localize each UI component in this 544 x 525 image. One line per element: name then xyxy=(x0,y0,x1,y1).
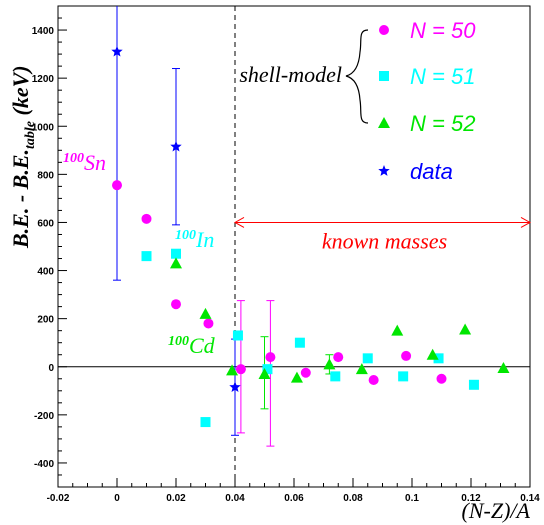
y-tick-label: 600 xyxy=(37,218,54,229)
x-tick-label: 0.02 xyxy=(166,493,186,504)
point-n-50 xyxy=(141,213,152,224)
point-n-51 xyxy=(200,417,211,428)
point-n-50 xyxy=(368,374,379,385)
y-axis-title: B.E. - B.E.table (keV) xyxy=(8,65,38,249)
x-tick-label: 0.04 xyxy=(225,493,245,504)
point-n-50 xyxy=(436,373,447,384)
point-n-52 xyxy=(170,257,182,269)
point-n-52 xyxy=(199,307,212,319)
point-n-51 xyxy=(141,251,152,262)
x-tick-label: 0.1 xyxy=(405,493,419,504)
legend: N = 50 N = 51 N = 52 data shell-model xyxy=(239,18,476,184)
y-tick-label: 800 xyxy=(37,170,54,181)
point-n-52 xyxy=(426,348,439,360)
point-data xyxy=(111,45,123,57)
point-n-51 xyxy=(468,379,479,390)
point-n-52 xyxy=(391,324,404,336)
point-n-50 xyxy=(171,299,181,310)
point-data xyxy=(170,140,182,152)
point-n-50 xyxy=(265,352,276,363)
point-n-50 xyxy=(112,180,122,191)
y-tick-label: -200 xyxy=(34,411,54,422)
arrow-head-right xyxy=(520,217,532,228)
point-n-51 xyxy=(232,330,243,341)
y-tick-label: 400 xyxy=(37,267,54,278)
point-n-50 xyxy=(235,364,246,375)
point-n-52 xyxy=(290,371,303,383)
arrow-head-left xyxy=(233,217,245,228)
legend-marker xyxy=(378,165,390,176)
point-data xyxy=(229,381,241,392)
point-n-52 xyxy=(258,367,271,379)
point-n-52 xyxy=(497,361,510,373)
x-tick-label: -0.02 xyxy=(47,493,70,504)
point-n-51 xyxy=(433,353,444,364)
x-tick-label: 0.12 xyxy=(461,493,481,504)
annotations: 100Sn 100In 100Cd known masses xyxy=(63,150,532,358)
point-n-52 xyxy=(323,358,336,370)
legend-marker xyxy=(379,25,389,35)
point-n-51 xyxy=(330,371,341,382)
legend-label: N = 51 xyxy=(410,64,475,89)
legend-label: data xyxy=(410,159,453,184)
point-n-52 xyxy=(459,323,472,335)
point-n-52 xyxy=(355,363,368,375)
point-n-51 xyxy=(171,248,181,259)
legend-marker xyxy=(378,117,390,128)
x-axis-title: (N-Z)/A xyxy=(462,498,531,523)
y-tick-label: 0 xyxy=(48,363,54,374)
point-n-51 xyxy=(294,337,305,348)
y-tick-label: 1400 xyxy=(32,26,55,37)
label-100cd: 100Cd xyxy=(168,333,216,358)
legend-label: N = 50 xyxy=(410,18,476,43)
point-n-50 xyxy=(203,318,214,329)
y-tick-label: -400 xyxy=(34,459,54,470)
y-tick-label: 1200 xyxy=(32,74,55,85)
label-100sn: 100Sn xyxy=(63,150,106,175)
point-n-50 xyxy=(333,352,344,363)
data-markers xyxy=(111,45,510,428)
point-n-51 xyxy=(262,364,273,375)
legend-label: N = 52 xyxy=(410,111,475,136)
x-tick-label: 0.14 xyxy=(520,493,540,504)
label-100in: 100In xyxy=(175,227,214,252)
point-n-51 xyxy=(362,353,373,364)
x-tick-label: 0.06 xyxy=(284,493,304,504)
known-masses-label: known masses xyxy=(322,228,447,253)
x-tick-label: 0 xyxy=(114,493,120,504)
y-tick-label: 1000 xyxy=(32,122,55,133)
point-n-50 xyxy=(401,350,412,361)
point-n-52 xyxy=(226,364,239,376)
point-n-51 xyxy=(398,371,409,382)
legend-group-label: shell-model xyxy=(239,62,342,87)
y-tick-label: 200 xyxy=(37,315,54,326)
x-tick-label: 0.08 xyxy=(343,493,363,504)
point-n-50 xyxy=(300,367,311,378)
legend-marker xyxy=(379,71,389,81)
legend-brace xyxy=(345,29,369,124)
